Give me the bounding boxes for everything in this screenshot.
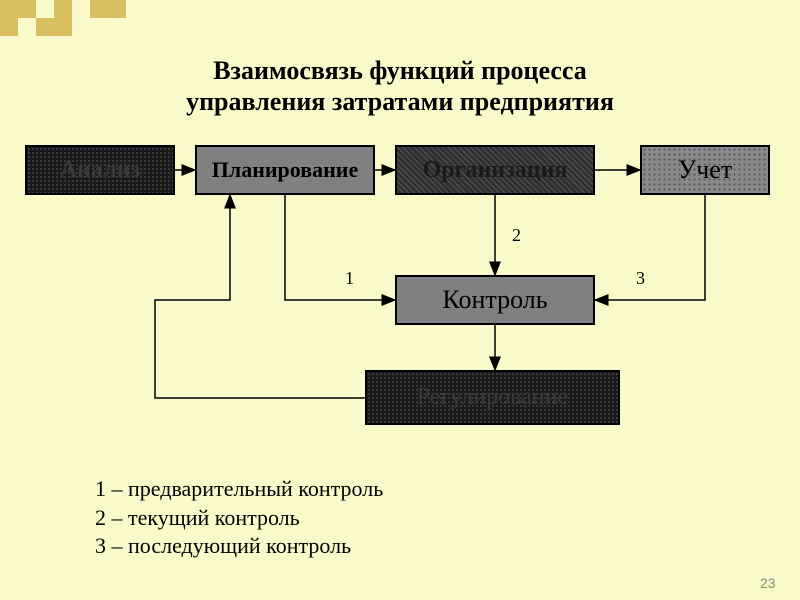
title-line-1: Взаимосвязь функций процесса xyxy=(0,55,800,86)
deco-square xyxy=(72,0,90,18)
node-accounting: Учет xyxy=(640,145,770,195)
corner-decoration-row-1 xyxy=(0,0,126,18)
legend-item-2: 2 – текущий контроль xyxy=(95,504,383,533)
deco-square xyxy=(108,0,126,18)
node-regulation: Регулирование xyxy=(365,370,620,425)
slide-number: 23 xyxy=(760,575,776,591)
node-planning-label: Планирование xyxy=(212,157,359,183)
deco-square xyxy=(0,18,18,36)
deco-square xyxy=(0,0,18,18)
slide-title: Взаимосвязь функций процесса управления … xyxy=(0,55,800,117)
edge-label-3: 3 xyxy=(636,268,645,289)
edge-label-2: 2 xyxy=(512,225,521,246)
deco-square xyxy=(90,0,108,18)
deco-square xyxy=(18,0,36,18)
deco-square xyxy=(36,0,54,18)
node-analysis: Анализ xyxy=(25,145,175,195)
node-organization-label: Организация xyxy=(423,157,568,184)
deco-square xyxy=(54,18,72,36)
legend: 1 – предварительный контроль2 – текущий … xyxy=(95,475,383,561)
node-organization: Организация xyxy=(395,145,595,195)
node-analysis-label: Анализ xyxy=(60,157,140,184)
legend-item-1: 1 – предварительный контроль xyxy=(95,475,383,504)
deco-square xyxy=(54,0,72,18)
node-control: Контроль xyxy=(395,275,595,325)
node-control-label: Контроль xyxy=(442,285,547,315)
node-accounting-label: Учет xyxy=(678,155,732,185)
deco-square xyxy=(36,18,54,36)
node-regulation-label: Регулирование xyxy=(417,384,568,411)
deco-square xyxy=(18,18,36,36)
edge-label-1: 1 xyxy=(345,268,354,289)
corner-decoration-row-2 xyxy=(0,18,72,36)
node-planning: Планирование xyxy=(195,145,375,195)
title-line-2: управления затратами предприятия xyxy=(0,86,800,117)
legend-item-3: 3 – последующий контроль xyxy=(95,532,383,561)
